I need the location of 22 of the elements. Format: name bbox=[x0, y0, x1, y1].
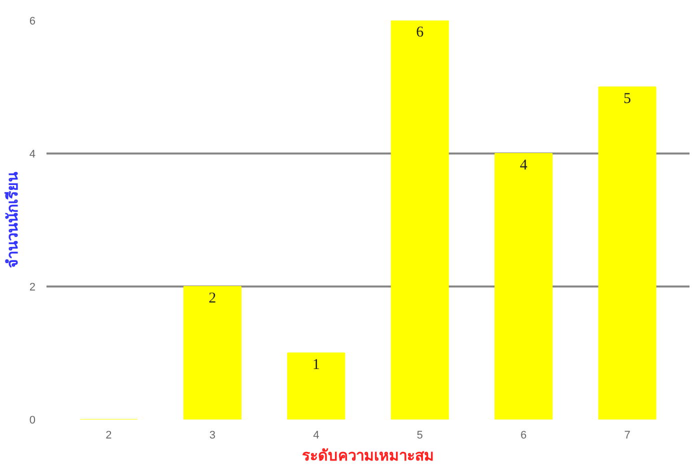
bar bbox=[183, 286, 242, 420]
data-label: 6 bbox=[416, 24, 424, 40]
x-axis-title: ระดับความเหมาะสม bbox=[302, 446, 434, 464]
x-tick-label: 5 bbox=[416, 430, 423, 442]
x-tick-label: 3 bbox=[209, 430, 216, 442]
y-tick-label: 0 bbox=[29, 414, 36, 426]
bar bbox=[598, 86, 656, 420]
x-tick-label: 4 bbox=[313, 430, 320, 442]
bar bbox=[494, 153, 553, 420]
data-label: 5 bbox=[624, 91, 632, 107]
bar bbox=[287, 352, 346, 420]
x-tick-label: 7 bbox=[624, 430, 630, 442]
x-tick-label: 6 bbox=[520, 430, 527, 442]
y-tick-label: 2 bbox=[29, 282, 36, 294]
data-label: 2 bbox=[208, 290, 216, 306]
bar bbox=[390, 20, 449, 420]
x-tick-label: 2 bbox=[106, 430, 112, 442]
data-label: 4 bbox=[520, 158, 528, 174]
data-label: 1 bbox=[312, 357, 320, 373]
y-tick-label: 4 bbox=[29, 148, 36, 160]
y-tick-label: 6 bbox=[29, 16, 36, 28]
y-axis-title: จำนวนนักเรียน bbox=[3, 171, 22, 268]
